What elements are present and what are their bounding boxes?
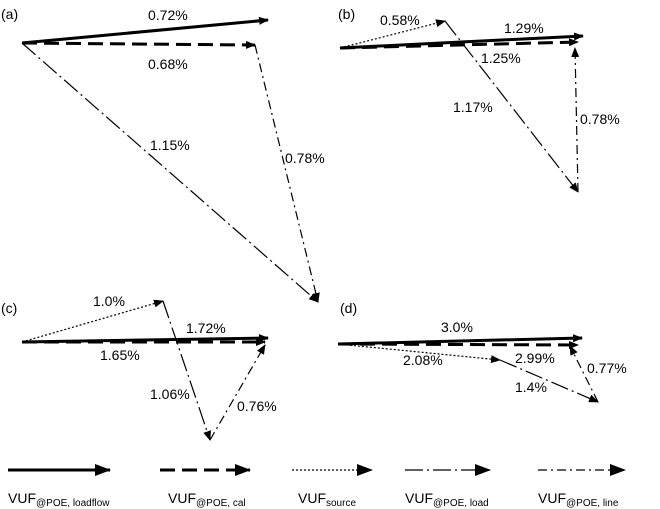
- panel-c: (c) 1.0% 1.72% 1.65% 1.06% 0.76%: [1, 293, 277, 441]
- panel-c-source-arrow: [21, 299, 164, 343]
- panel-b-source-label: 0.58%: [380, 12, 420, 28]
- legend-line-label: VUF@POE, line: [538, 490, 619, 509]
- panel-b-line-arrow: [571, 47, 580, 193]
- panel-d-line-arrow: [569, 345, 599, 403]
- panel-c-loadflow-arrow: [21, 334, 269, 344]
- panel-d-loadflow-label: 3.0%: [441, 319, 473, 335]
- panel-b-loadflow-label: 1.29%: [504, 20, 544, 36]
- panel-b-title: (b): [338, 6, 355, 22]
- panel-b-cal-label: 1.25%: [481, 50, 521, 66]
- panel-d-cal-label: 2.99%: [515, 350, 555, 366]
- panel-d: (d) 3.0% 2.08% 2.99% 1.4% 0.77%: [337, 300, 627, 403]
- panel-a-load-arrow: [21, 42, 319, 303]
- legend-cal-label: VUF@POE, cal: [168, 490, 246, 509]
- panel-b-cal-arrow: [339, 38, 579, 50]
- legend-load-label: VUF@POE, load: [405, 490, 489, 509]
- legend-item-source: VUFsource: [292, 464, 373, 509]
- panel-c-load-arrow: [162, 300, 211, 441]
- panel-d-title: (d): [340, 300, 357, 316]
- panel-d-line-label: 0.77%: [587, 360, 627, 376]
- legend: VUF@POE, loadflow VUF@POE, cal VUFsource…: [8, 464, 626, 509]
- panel-a-line-label: 0.78%: [285, 150, 325, 166]
- panel-a-cal-arrow: [21, 40, 256, 49]
- panel-d-load-label: 1.4%: [515, 379, 547, 395]
- panel-a-cal-label: 0.68%: [148, 56, 188, 72]
- panel-b-loadflow-arrow: [339, 32, 584, 50]
- panel-a: (a) 0.72% 0.68% 1.15% 0.78%: [1, 6, 325, 303]
- panel-c-cal-label: 1.65%: [100, 347, 140, 363]
- panel-a-load-label: 1.15%: [150, 137, 190, 153]
- legend-item-cal: VUF@POE, cal: [160, 464, 251, 509]
- panel-d-source-label: 2.08%: [403, 352, 443, 368]
- legend-item-load: VUF@POE, load: [405, 464, 491, 509]
- panel-a-line-arrow: [254, 44, 320, 303]
- panel-c-line-label: 0.76%: [237, 398, 277, 414]
- panel-b: (b) 0.58% 1.29% 1.25% 1.17% 0.78%: [338, 6, 620, 193]
- panel-d-cal-arrow: [337, 340, 579, 349]
- panel-c-loadflow-label: 1.72%: [186, 320, 226, 336]
- legend-loadflow-label: VUF@POE, loadflow: [8, 490, 110, 509]
- panel-c-source-label: 1.0%: [93, 293, 125, 309]
- panel-b-line-label: 0.78%: [580, 111, 620, 127]
- panel-d-source-arrow: [337, 343, 501, 364]
- panel-c-title: (c): [1, 300, 17, 316]
- panel-a-loadflow-arrow: [21, 16, 269, 45]
- panel-a-title: (a): [1, 6, 18, 22]
- panel-c-line-arrow: [209, 344, 266, 441]
- panel-d-load-arrow: [499, 359, 599, 403]
- panel-a-loadflow-label: 0.72%: [148, 7, 188, 23]
- panel-b-load-label: 1.17%: [453, 99, 493, 115]
- legend-item-loadflow: VUF@POE, loadflow: [8, 464, 111, 509]
- legend-source-label: VUFsource: [298, 490, 356, 509]
- panel-d-loadflow-arrow: [337, 334, 583, 346]
- panel-c-load-label: 1.06%: [150, 386, 190, 402]
- panel-b-load-arrow: [444, 20, 579, 193]
- legend-item-line: VUF@POE, line: [538, 464, 626, 509]
